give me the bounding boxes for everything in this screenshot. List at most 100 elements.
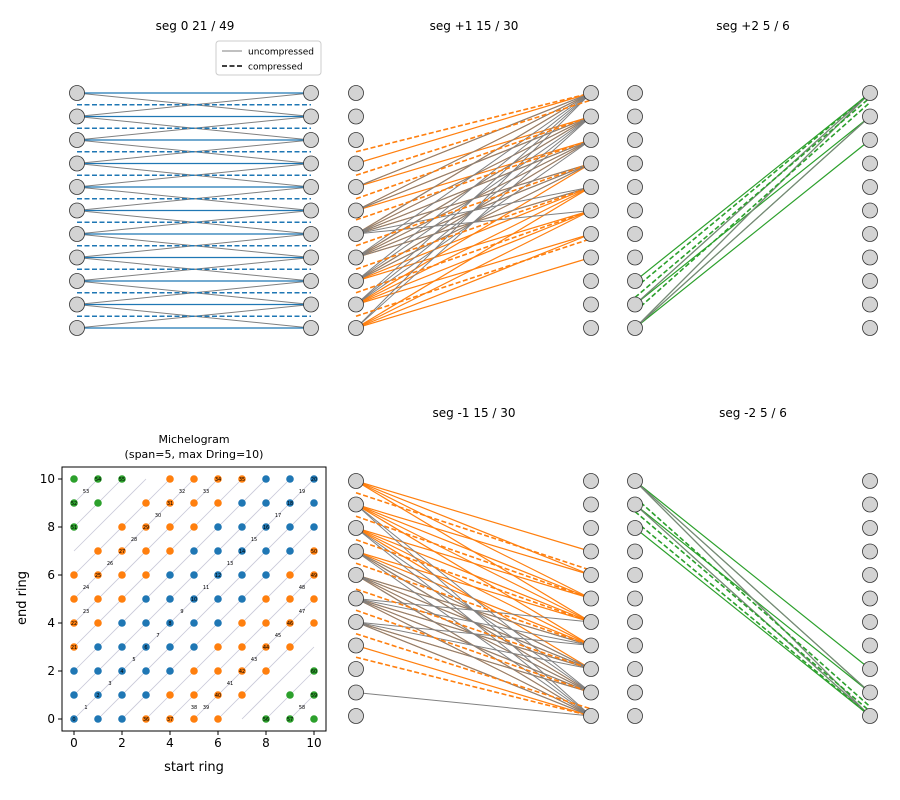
michelogram-point — [118, 643, 126, 651]
michelogram-point-label: 20 — [311, 477, 317, 483]
michelogram-guide-line — [289, 694, 315, 720]
ring-node-right — [303, 226, 319, 242]
michelogram-point — [238, 691, 246, 699]
michelogram-point — [166, 595, 174, 603]
michelogram-point-label: 59 — [311, 693, 317, 699]
uncompressed-line — [355, 186, 592, 235]
michelogram-point — [310, 499, 318, 507]
segment-line — [634, 92, 871, 282]
ring-node-right — [583, 296, 599, 313]
michelogram-point — [190, 547, 198, 555]
ring-node-right — [583, 132, 599, 148]
michelogram-mid-label: 45 — [275, 633, 281, 639]
compressed-line — [355, 491, 592, 572]
michelogram-point — [286, 523, 294, 531]
ring-node-left — [627, 520, 643, 536]
michelogram-point-label: 55 — [119, 477, 125, 483]
michelogram-guide-line — [145, 550, 315, 720]
legend-label-compressed: compressed — [248, 63, 303, 73]
ring-node-right — [583, 155, 599, 172]
michelogram-point-label: 27 — [119, 549, 125, 555]
diagram-panel-3 — [348, 473, 599, 724]
michelogram-point — [262, 571, 270, 579]
segment-line — [355, 186, 592, 282]
michelogram-point — [310, 619, 318, 627]
michelogram-mid-label: 33 — [203, 489, 209, 495]
ring-node-left — [69, 296, 85, 313]
michelogram-point — [214, 523, 222, 531]
ring-node-left — [69, 132, 85, 148]
michelogram-point — [166, 547, 174, 555]
michelogram-point-label: 16 — [263, 525, 269, 531]
michelogram-point-label: 56 — [263, 717, 269, 723]
ring-node-right — [583, 684, 599, 701]
michelogram-point — [142, 595, 150, 603]
michelogram-point — [190, 691, 198, 699]
michelogram-point — [94, 643, 102, 651]
michelogram-mid-label: 5 — [132, 657, 135, 663]
x-tick-label: 8 — [262, 736, 270, 750]
ring-node-right — [303, 132, 319, 148]
ring-node-left — [348, 85, 364, 101]
ring-node-right — [583, 273, 599, 289]
ring-node-left — [627, 226, 643, 242]
michelogram-point-label: 4 — [120, 669, 123, 675]
michelogram-point — [190, 499, 198, 507]
michelogram-point — [238, 643, 246, 651]
michelogram-point — [310, 547, 318, 555]
segment-line — [355, 503, 592, 576]
michelogram-point-label: 14 — [239, 549, 245, 555]
ring-node-right — [862, 296, 878, 313]
michelogram-point-label: 50 — [311, 549, 317, 555]
uncompressed-line — [355, 504, 592, 693]
michelogram-mid-label: 43 — [251, 657, 257, 663]
michelogram-point — [94, 667, 102, 675]
michelogram-point — [214, 715, 222, 723]
panel-title-seg0: seg 0 21 / 49 — [156, 19, 235, 33]
segment-line — [355, 503, 592, 600]
segment-line — [355, 480, 592, 576]
michelogram-point-label: 37 — [167, 717, 173, 723]
michelogram-point — [118, 715, 126, 723]
michelogram-point-label: 34 — [215, 477, 221, 483]
legend-label-uncompressed: uncompressed — [248, 48, 314, 58]
michelogram-point — [214, 643, 222, 651]
ring-node-left — [69, 249, 85, 266]
michelogram-point — [286, 499, 294, 507]
michelogram-guide-line — [73, 478, 99, 504]
ring-node-right — [303, 202, 319, 219]
compressed-line — [355, 562, 592, 647]
y-tick-label: 6 — [47, 568, 55, 582]
michelogram-mid-label: 28 — [131, 537, 137, 543]
michelogram-point — [190, 523, 198, 531]
michelogram-guide-line — [73, 478, 195, 600]
segment-line — [634, 527, 871, 717]
michelogram-point-label: 46 — [287, 621, 293, 627]
uncompressed-line — [355, 139, 592, 235]
michelogram-mid-label: 30 — [155, 513, 161, 519]
michelogram-point — [214, 619, 222, 627]
michelogram-mid-label: 32 — [179, 489, 185, 495]
michelogram-point-label: 51 — [71, 525, 77, 531]
panel-title-seg-2: seg -2 5 / 6 — [719, 406, 787, 420]
michelogram-point — [142, 499, 150, 507]
michelogram-point — [310, 571, 318, 579]
ring-node-left — [627, 202, 643, 219]
ring-node-left — [348, 590, 364, 607]
michelogram-point — [286, 475, 294, 483]
michelogram-point — [166, 475, 174, 483]
x-tick-label: 0 — [70, 736, 78, 750]
michelogram-point-label: 8 — [168, 621, 171, 627]
michelogram-point — [190, 619, 198, 627]
ring-node-right — [862, 155, 878, 172]
michelogram-point-label: 29 — [143, 525, 149, 531]
michelogram-mid-label: 23 — [83, 609, 89, 615]
uncompressed-line — [355, 116, 592, 211]
michelogram-point — [118, 691, 126, 699]
uncompressed-line — [355, 598, 592, 646]
ring-node-right — [303, 273, 319, 289]
michelogram-point — [142, 619, 150, 627]
ring-node-right — [862, 661, 878, 677]
michelogram-point-label: 54 — [95, 477, 101, 483]
